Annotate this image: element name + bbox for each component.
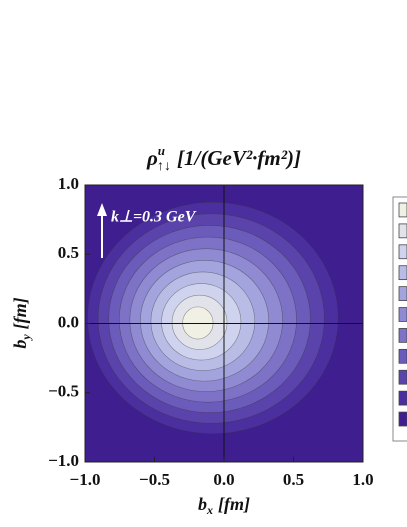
legend xyxy=(398,202,407,427)
legend-swatch xyxy=(398,202,407,218)
y-label-base: b xyxy=(10,340,30,349)
x-label-units: [fm] xyxy=(218,494,250,514)
x-tick-label: 0.0 xyxy=(213,470,234,489)
y-tick-label: 0.5 xyxy=(58,243,79,262)
plot-area xyxy=(85,185,363,462)
y-tick-label: 0.0 xyxy=(58,312,79,331)
legend-swatch xyxy=(398,348,407,364)
legend-swatch xyxy=(398,369,407,385)
legend-swatch xyxy=(398,307,407,322)
title-units: [1/(GeV²·fm²)] xyxy=(177,146,301,170)
y-label-subscript: y xyxy=(19,334,33,342)
title-subscript: ↑↓ xyxy=(157,159,171,174)
legend-swatch xyxy=(398,390,407,406)
y-tick-label: 1.0 xyxy=(58,174,79,193)
x-tick-label: −0.5 xyxy=(139,470,170,489)
x-tick-label: −1.0 xyxy=(70,470,101,489)
legend-swatch xyxy=(398,411,407,427)
legend-swatch xyxy=(398,265,407,281)
chart-title: ρu ↑↓ [1/(GeV²·fm²)] xyxy=(146,143,301,174)
y-label-units: [fm] xyxy=(10,297,30,329)
annotation-arrowhead xyxy=(97,203,107,216)
legend-swatch xyxy=(398,244,407,260)
x-tick-label: 0.5 xyxy=(283,470,304,489)
legend-swatch xyxy=(398,223,407,239)
x-axis-label: bx [fm] xyxy=(198,494,250,517)
x-label-subscript: x xyxy=(206,503,213,517)
legend-swatch xyxy=(398,286,407,301)
contour-level xyxy=(182,306,214,340)
y-axis-label: by [fm] xyxy=(10,297,33,348)
annotation: k⊥=0.3 GeV xyxy=(111,209,197,226)
x-tick-label: 1.0 xyxy=(352,470,373,489)
annotation-group: k⊥=0.3 GeV xyxy=(97,203,197,258)
x-label-base: b xyxy=(198,494,207,514)
title-superscript: u xyxy=(158,143,165,158)
title-symbol: ρ xyxy=(146,146,158,170)
y-tick-label: −0.5 xyxy=(48,382,79,401)
legend-swatch xyxy=(398,328,407,343)
y-tick-label: −1.0 xyxy=(48,451,79,470)
